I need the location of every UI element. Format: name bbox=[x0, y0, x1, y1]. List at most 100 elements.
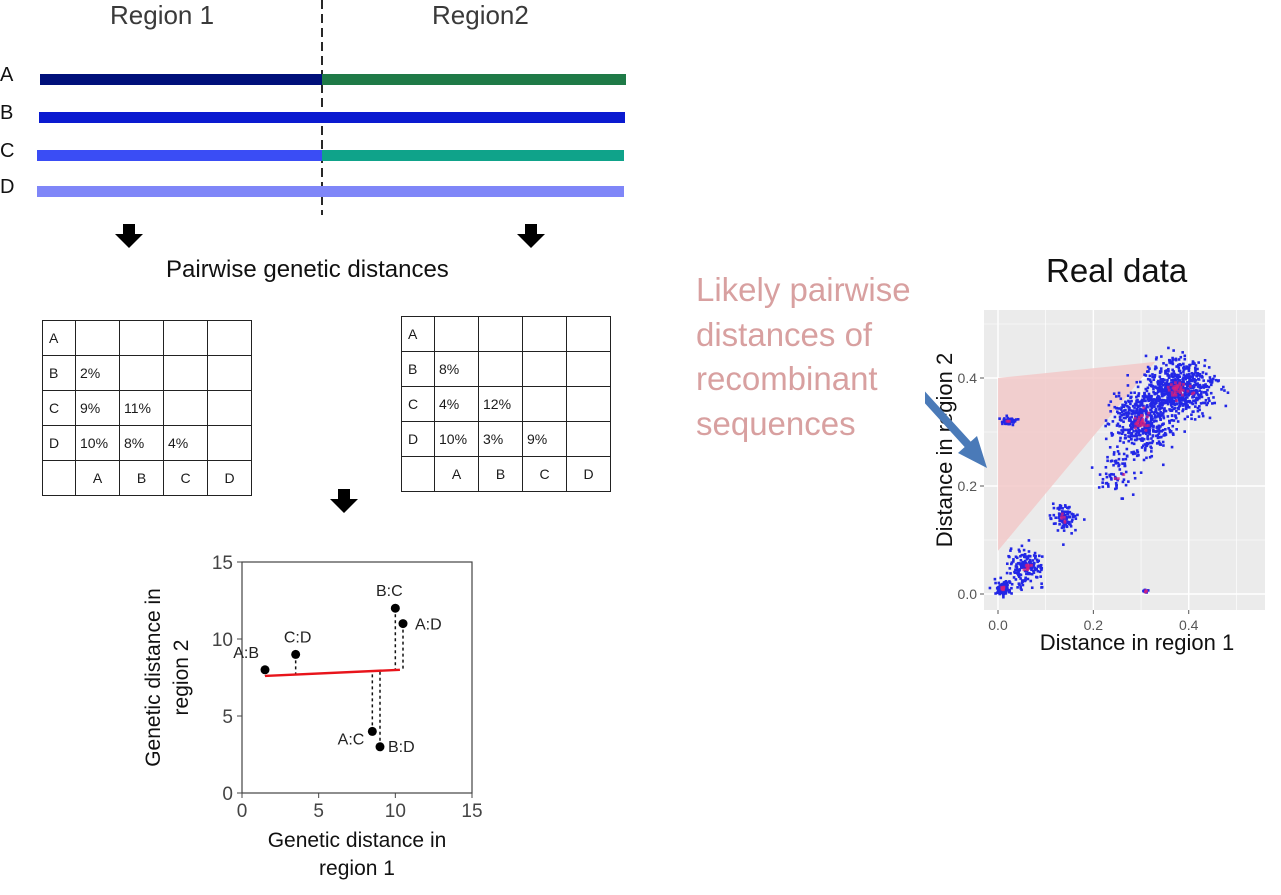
density-point bbox=[1030, 568, 1033, 572]
density-core bbox=[1024, 564, 1028, 568]
density-point bbox=[1019, 558, 1023, 562]
density-point bbox=[1114, 487, 1117, 491]
density-point bbox=[1209, 391, 1213, 395]
density-point bbox=[1178, 375, 1182, 378]
density-point bbox=[1101, 481, 1104, 484]
annotation-arrow bbox=[925, 391, 987, 468]
density-core bbox=[1116, 477, 1120, 481]
density-point bbox=[1155, 356, 1158, 359]
down-arrow-left bbox=[115, 224, 143, 248]
density-point bbox=[1113, 475, 1117, 479]
density-point bbox=[1116, 478, 1119, 482]
density-point bbox=[1161, 440, 1165, 444]
density-point bbox=[1166, 398, 1169, 402]
density-point bbox=[1020, 553, 1024, 557]
density-point bbox=[1170, 400, 1173, 404]
density-point bbox=[1040, 585, 1044, 589]
density-point bbox=[1194, 371, 1197, 374]
density-point bbox=[1196, 397, 1200, 401]
density-point bbox=[1141, 427, 1144, 431]
density-point bbox=[1025, 572, 1028, 576]
density-point bbox=[1164, 433, 1168, 436]
density-point bbox=[1040, 568, 1043, 572]
density-point bbox=[1131, 411, 1135, 415]
density-point bbox=[1116, 411, 1120, 415]
table-cell bbox=[163, 390, 208, 426]
density-core bbox=[1190, 392, 1194, 396]
density-point bbox=[1030, 572, 1034, 576]
density-point bbox=[1082, 518, 1086, 521]
density-point bbox=[1121, 458, 1125, 461]
density-point bbox=[1022, 553, 1026, 557]
density-point bbox=[1143, 407, 1147, 411]
density-point bbox=[1008, 417, 1012, 421]
density-point bbox=[1172, 349, 1175, 352]
density-point bbox=[1106, 459, 1109, 463]
density-core bbox=[1173, 384, 1177, 388]
density-point bbox=[1168, 400, 1172, 404]
density-point bbox=[1052, 513, 1056, 517]
density-point bbox=[1183, 382, 1187, 386]
point-label: C:D bbox=[284, 629, 312, 646]
density-point bbox=[1009, 572, 1012, 575]
density-point bbox=[1012, 558, 1015, 561]
density-point bbox=[1067, 522, 1071, 526]
row-label: C bbox=[42, 390, 76, 426]
density-point bbox=[1184, 407, 1188, 411]
density-point bbox=[1140, 439, 1143, 442]
density-point bbox=[1005, 582, 1009, 585]
density-point bbox=[1120, 410, 1124, 414]
density-point bbox=[1203, 384, 1207, 388]
column-label: C bbox=[163, 460, 208, 496]
table-cell bbox=[434, 316, 479, 352]
table-cell bbox=[163, 320, 208, 356]
density-point bbox=[1127, 399, 1130, 403]
density-core bbox=[1141, 423, 1145, 427]
density-point bbox=[1054, 516, 1058, 520]
density-core bbox=[1138, 415, 1141, 419]
density-point bbox=[998, 592, 1002, 596]
recombinant-annotation: Likely pairwise distances of recombinant… bbox=[696, 268, 911, 446]
density-point bbox=[1132, 450, 1136, 454]
density-core bbox=[1167, 388, 1171, 392]
density-point bbox=[1151, 385, 1155, 388]
density-point bbox=[1193, 418, 1197, 421]
density-point bbox=[1177, 379, 1181, 382]
density-core bbox=[1174, 381, 1177, 385]
density-point bbox=[1107, 423, 1111, 426]
density-point bbox=[1154, 407, 1158, 411]
density-point bbox=[1005, 414, 1009, 418]
row-label: D bbox=[401, 421, 435, 457]
density-point bbox=[1019, 555, 1022, 558]
table-row: C 4% 12% bbox=[401, 386, 611, 422]
density-point bbox=[1143, 426, 1147, 430]
density-point bbox=[1150, 406, 1154, 410]
density-point bbox=[1124, 408, 1127, 412]
density-point bbox=[1160, 391, 1164, 395]
density-point bbox=[1156, 433, 1160, 437]
sequence-bar-region2 bbox=[322, 186, 624, 197]
density-point bbox=[1156, 405, 1160, 408]
density-point bbox=[1187, 376, 1191, 380]
table-cell bbox=[207, 390, 252, 426]
density-point bbox=[1036, 565, 1040, 568]
density-point bbox=[1009, 549, 1012, 552]
density-point bbox=[1142, 427, 1146, 431]
density-point bbox=[1016, 562, 1020, 565]
density-point bbox=[1139, 437, 1142, 441]
density-point bbox=[1147, 395, 1150, 398]
density-core bbox=[1140, 414, 1144, 418]
density-point bbox=[1112, 451, 1116, 454]
density-point bbox=[1194, 364, 1198, 367]
density-point bbox=[1158, 416, 1162, 419]
density-point bbox=[1126, 384, 1130, 387]
density-point bbox=[1002, 593, 1005, 597]
density-point bbox=[1160, 392, 1164, 396]
density-point bbox=[1207, 385, 1211, 389]
density-point bbox=[1140, 446, 1144, 449]
density-point bbox=[1170, 405, 1174, 409]
density-point bbox=[1039, 575, 1043, 578]
density-point bbox=[1172, 407, 1176, 411]
density-point bbox=[1159, 367, 1163, 370]
density-point bbox=[1153, 430, 1156, 433]
